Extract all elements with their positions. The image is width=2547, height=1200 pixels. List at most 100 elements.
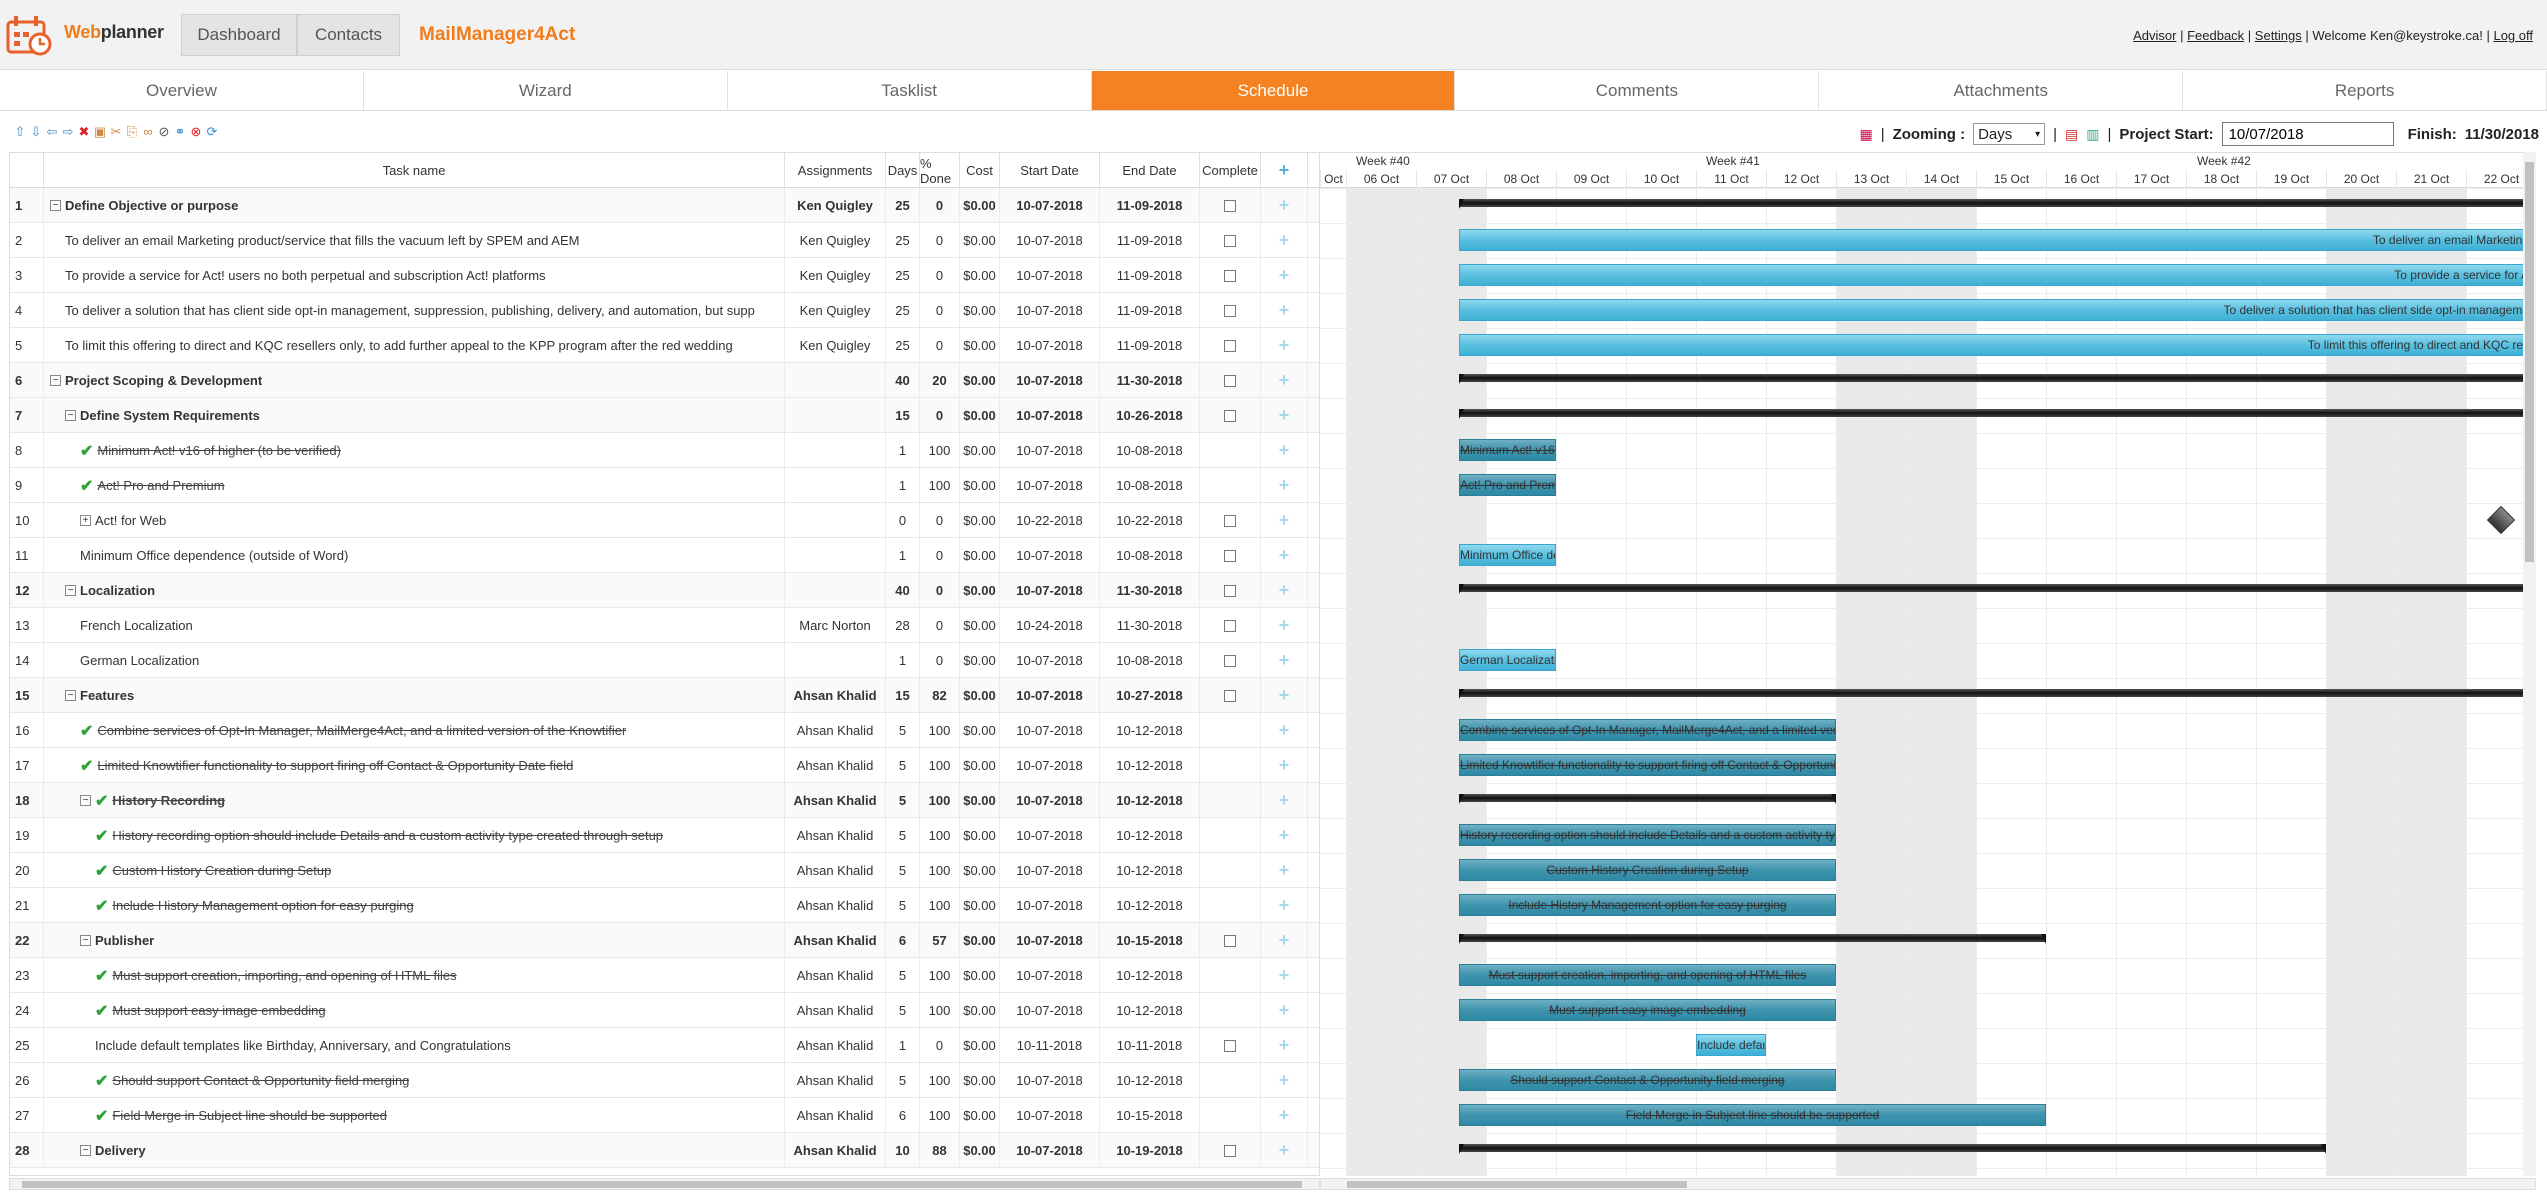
move-up-icon[interactable]: ⇧ — [14, 124, 26, 139]
task-name-cell[interactable]: ✔ Limited Knowtifier functionality to sup… — [44, 748, 785, 783]
collapse-icon[interactable]: − — [50, 375, 61, 386]
add-subtask-icon[interactable]: + — [1278, 510, 1290, 530]
task-name-cell[interactable]: + Act! for Web — [44, 503, 785, 538]
task-name-cell[interactable]: ✔ Custom History Creation during Setup — [44, 853, 785, 888]
grid-horizontal-scrollbar[interactable] — [9, 1178, 1320, 1190]
cut-icon[interactable]: ✂ — [110, 124, 122, 139]
header-days[interactable]: Days — [886, 153, 920, 188]
tab-comments[interactable]: Comments — [1455, 71, 1820, 110]
task-name-cell[interactable]: − Define Objective or purpose — [44, 188, 785, 223]
complete-checkbox[interactable] — [1224, 234, 1236, 247]
add-subtask-icon[interactable]: + — [1278, 965, 1290, 985]
task-name-cell[interactable]: − Define System Requirements — [44, 398, 785, 433]
task-name-cell[interactable]: Minimum Office dependence (outside of Wo… — [44, 538, 785, 573]
complete-checkbox[interactable] — [1224, 619, 1236, 632]
tab-reports[interactable]: Reports — [2183, 71, 2547, 110]
task-name-cell[interactable]: ✔ Must support easy image embedding — [44, 993, 785, 1028]
add-subtask-icon[interactable]: + — [1278, 650, 1290, 670]
gantt-horizontal-scrollbar[interactable] — [1320, 1178, 2536, 1190]
add-subtask-icon[interactable]: + — [1278, 1140, 1290, 1160]
table-row[interactable]: 14 German Localization 1 0 $0.00 10-07-2018 10… — [10, 643, 1319, 678]
expand-icon[interactable]: + — [80, 515, 91, 526]
task-bar[interactable]: Must support creation, importing, and op… — [1459, 964, 1836, 986]
complete-checkbox[interactable] — [1224, 339, 1236, 352]
task-name-cell[interactable]: ✔ Minimum Act! v16 of higher (to be verif… — [44, 433, 785, 468]
refresh-icon[interactable]: ⟳ — [206, 124, 218, 139]
complete-checkbox[interactable] — [1224, 304, 1236, 317]
table-row[interactable]: 19 ✔ History recording option should inclu… — [10, 818, 1319, 853]
add-subtask-icon[interactable]: + — [1278, 195, 1290, 215]
link-icon[interactable]: ∞ — [143, 124, 153, 139]
table-row[interactable]: 3 To provide a service for Act! users no … — [10, 258, 1319, 293]
add-subtask-icon[interactable]: + — [1278, 1000, 1290, 1020]
logoff-link[interactable]: Log off — [2493, 28, 2533, 43]
task-bar[interactable]: To deliver an email Marketing — [1459, 229, 2536, 251]
task-bar[interactable]: Should support Contact & Opportunity fie… — [1459, 1069, 1836, 1091]
add-subtask-icon[interactable]: + — [1278, 265, 1290, 285]
add-subtask-icon[interactable]: + — [1278, 895, 1290, 915]
task-name-cell[interactable]: − Publisher — [44, 923, 785, 958]
remove-link-icon[interactable]: ⊗ — [190, 124, 202, 139]
add-subtask-icon[interactable]: + — [1278, 370, 1290, 390]
task-bar[interactable]: Include defau — [1696, 1034, 1766, 1056]
task-name-cell[interactable]: To deliver an email Marketing product/se… — [44, 223, 785, 258]
feedback-link[interactable]: Feedback — [2187, 28, 2245, 43]
tab-tasklist[interactable]: Tasklist — [728, 71, 1092, 110]
print-icon[interactable]: ▥ — [2086, 125, 2100, 142]
task-name-cell[interactable]: − Delivery — [44, 1133, 785, 1168]
header-task-name[interactable]: Task name — [44, 153, 785, 188]
table-row[interactable]: 2 To deliver an email Marketing product/s… — [10, 223, 1319, 258]
summary-bar[interactable] — [1459, 794, 1836, 804]
add-subtask-icon[interactable]: + — [1278, 615, 1290, 635]
table-row[interactable]: 27 ✔ Field Merge in Subject line should be… — [10, 1098, 1319, 1133]
task-name-cell[interactable]: − Project Scoping & Development — [44, 363, 785, 398]
indent-icon[interactable]: ⇨ — [62, 124, 74, 139]
collapse-icon[interactable]: − — [80, 795, 91, 806]
task-name-cell[interactable]: ✔ Field Merge in Subject line should be s… — [44, 1098, 785, 1133]
table-row[interactable]: 20 ✔ Custom History Creation during Setup A… — [10, 853, 1319, 888]
header-end-date[interactable]: End Date — [1100, 153, 1200, 188]
task-name-cell[interactable]: Include default templates like Birthday,… — [44, 1028, 785, 1063]
tab-attachments[interactable]: Attachments — [1819, 71, 2184, 110]
brand-name[interactable]: Webplanner — [64, 22, 164, 43]
settings-link[interactable]: Settings — [2254, 28, 2302, 43]
add-subtask-icon[interactable]: + — [1278, 475, 1290, 495]
table-row[interactable]: 4 To deliver a solution that has client s… — [10, 293, 1319, 328]
task-bar[interactable]: Minimum Office dependen — [1459, 544, 1556, 566]
complete-checkbox[interactable] — [1224, 934, 1236, 947]
gantt-vertical-scrollbar[interactable] — [2523, 152, 2536, 1176]
task-name-cell[interactable]: ✔ Include History Management option for e… — [44, 888, 785, 923]
summary-bar[interactable] — [1459, 374, 2536, 384]
calendar-icon[interactable]: ▦ — [1859, 125, 1873, 142]
scroll-thumb[interactable] — [1347, 1181, 1687, 1188]
task-name-cell[interactable]: ✔ History recording option should include… — [44, 818, 785, 853]
summary-bar[interactable] — [1459, 409, 2536, 419]
task-name-cell[interactable]: To limit this offering to direct and KQC… — [44, 328, 785, 363]
complete-checkbox[interactable] — [1224, 1039, 1236, 1052]
complete-checkbox[interactable] — [1224, 374, 1236, 387]
chain-icon[interactable]: ⚭ — [174, 124, 186, 139]
tab-overview[interactable]: Overview — [0, 71, 364, 110]
add-subtask-icon[interactable]: + — [1278, 1035, 1290, 1055]
add-subtask-icon[interactable]: + — [1278, 230, 1290, 250]
header-cost[interactable]: Cost — [960, 153, 1000, 188]
summary-bar[interactable] — [1459, 1144, 2326, 1154]
task-name-cell[interactable]: To provide a service for Act! users no b… — [44, 258, 785, 293]
task-bar[interactable]: Include History Management option for ea… — [1459, 894, 1836, 916]
add-subtask-icon[interactable]: + — [1278, 930, 1290, 950]
paste-icon[interactable]: ⎘ — [126, 124, 138, 139]
zoom-select[interactable]: Days ▾ — [1973, 123, 2046, 145]
header-start-date[interactable]: Start Date — [1000, 153, 1100, 188]
unlink-icon[interactable]: ⊘ — [158, 124, 170, 139]
task-name-cell[interactable]: German Localization — [44, 643, 785, 678]
table-row[interactable]: 21 ✔ Include History Management option for… — [10, 888, 1319, 923]
table-row[interactable]: 15− Features Ahsan Khalid 15 82 $0.00 10-07-20… — [10, 678, 1319, 713]
collapse-icon[interactable]: − — [65, 690, 76, 701]
task-bar[interactable]: German Localization — [1459, 649, 1556, 671]
task-bar[interactable]: To limit this offering to direct and KQC… — [1459, 334, 2536, 356]
table-row[interactable]: 23 ✔ Must support creation, importing, and… — [10, 958, 1319, 993]
outdent-icon[interactable]: ⇦ — [46, 124, 58, 139]
header-percent-done[interactable]: % Done — [920, 153, 960, 188]
dashboard-nav-button[interactable]: Dashboard — [181, 14, 297, 56]
table-row[interactable]: 8 ✔ Minimum Act! v16 of higher (to be veri… — [10, 433, 1319, 468]
